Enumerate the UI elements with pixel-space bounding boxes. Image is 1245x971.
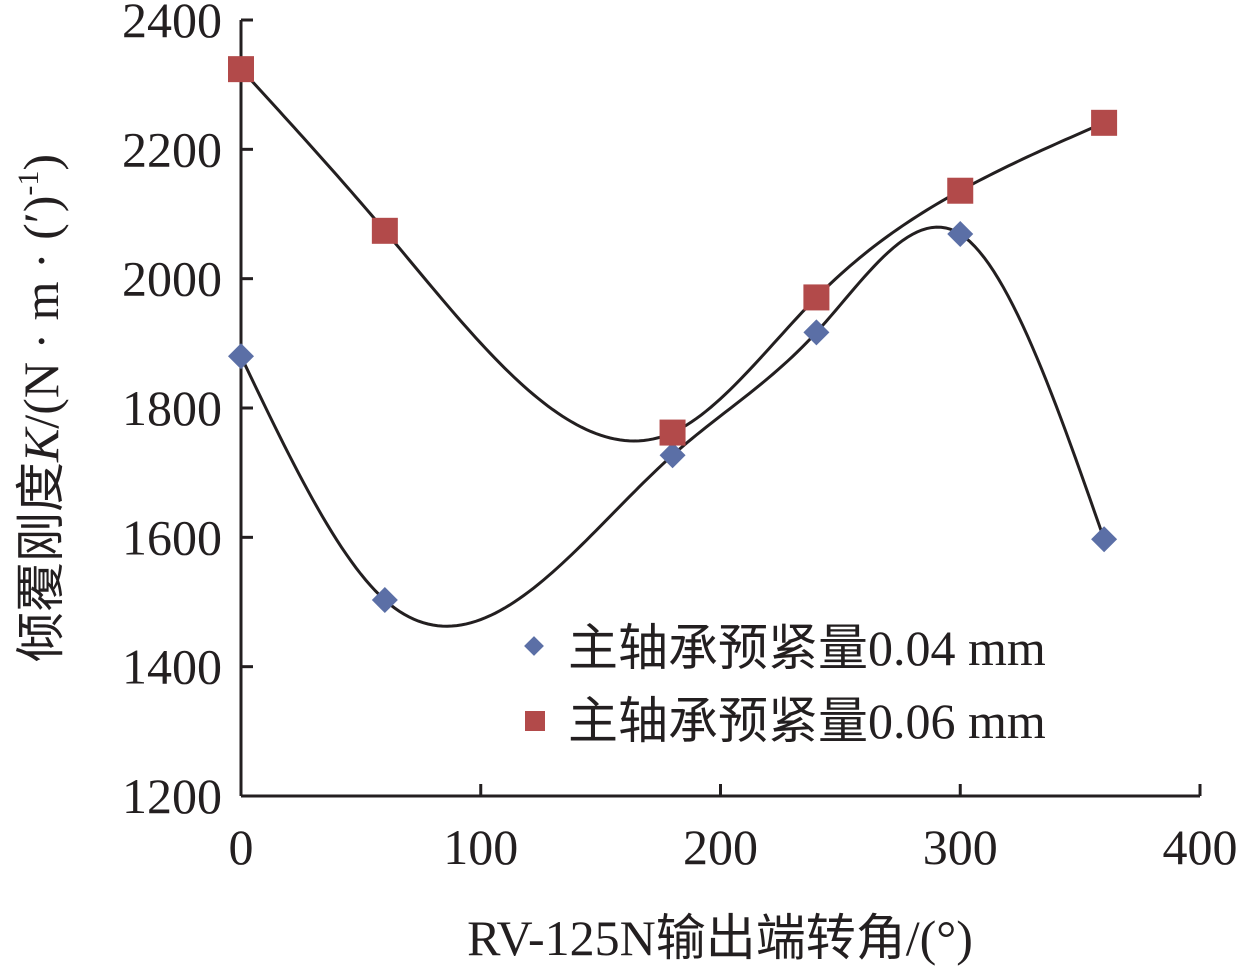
trendline-series-2 <box>239 68 1105 443</box>
data-points <box>228 56 1118 614</box>
data-point-diamond <box>947 221 974 248</box>
data-point-diamond <box>371 587 398 614</box>
x-tick-label: 100 <box>443 819 518 875</box>
y-tick-label: 1400 <box>122 639 222 695</box>
y-axis-label: 倾覆刚度K/(N · m · (′)-1) <box>12 154 69 662</box>
legend-label: 主轴承预紧量0.06 mm <box>568 693 1046 749</box>
y-axis-label-prefix: 倾覆刚度 <box>13 462 69 662</box>
y-axis-label-exp: -1 <box>12 171 45 196</box>
y-tick-label: 2000 <box>122 251 222 307</box>
legend: 主轴承预紧量0.04 mm 主轴承预紧量0.06 mm <box>524 620 1046 749</box>
x-axis-label: RV-125N输出端转角/(°) <box>467 910 973 966</box>
y-axis-label-var: K <box>13 426 69 463</box>
x-tick-label: 400 <box>1163 819 1238 875</box>
trendlines <box>239 68 1106 628</box>
legend-square-marker <box>525 711 545 731</box>
legend-diamond-marker <box>524 636 544 656</box>
x-tick-label: 300 <box>923 819 998 875</box>
data-point-square <box>659 419 686 446</box>
y-tick-label: 2200 <box>122 121 222 177</box>
y-tick-label: 2400 <box>122 0 222 48</box>
y-tick-label: 1800 <box>122 380 222 436</box>
y-tick-label: 1200 <box>122 768 222 824</box>
y-axis-label-close: ) <box>13 154 69 171</box>
data-point-diamond <box>1091 526 1118 553</box>
data-point-diamond <box>659 442 686 469</box>
data-point-square <box>803 284 830 311</box>
data-point-square <box>371 217 398 244</box>
legend-item: 主轴承预紧量0.06 mm <box>525 693 1046 749</box>
data-point-square <box>1091 109 1118 136</box>
legend-item: 主轴承预紧量0.04 mm <box>524 620 1046 676</box>
data-point-square <box>228 56 254 83</box>
y-axis-label-suffix: /(N · m · (′) <box>13 196 69 429</box>
data-point-diamond <box>228 343 254 370</box>
legend-label: 主轴承预紧量0.04 mm <box>568 620 1046 676</box>
x-tick-label: 0 <box>229 819 254 875</box>
ticks: 0 100 200 300 400 1200 1400 1600 1800 2000 2200 240… <box>122 0 1238 875</box>
x-tick-label: 200 <box>683 819 758 875</box>
data-point-square <box>947 177 974 204</box>
data-point-diamond <box>803 319 830 346</box>
y-tick-label: 1600 <box>122 509 222 565</box>
